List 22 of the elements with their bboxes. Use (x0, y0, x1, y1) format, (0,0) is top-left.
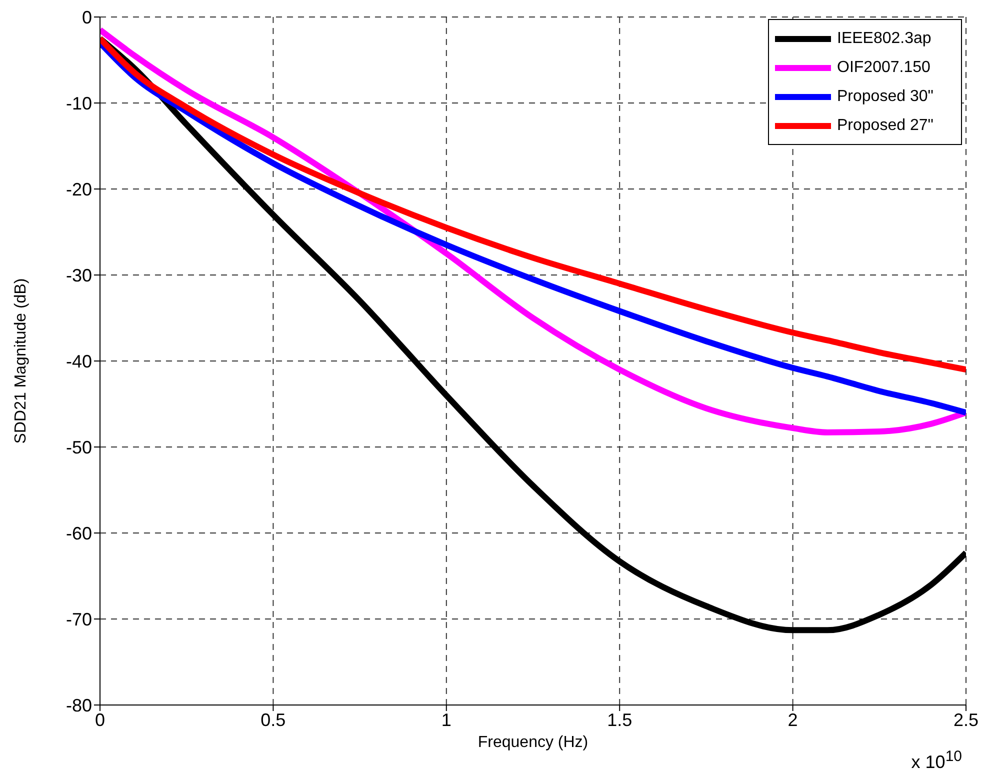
x-tick-label: 1 (441, 710, 452, 730)
x-tick-label: 1.5 (607, 710, 632, 730)
y-tick-label: -30 (66, 265, 92, 286)
legend-label: Proposed 27" (837, 116, 934, 134)
y-tick-label: 0 (82, 7, 92, 28)
legend-label: Proposed 30" (837, 88, 934, 106)
legend-label: OIF2007.150 (837, 58, 930, 76)
x-tick-label: 2 (788, 710, 798, 730)
x-tick-label: 0.5 (260, 710, 286, 730)
x-tick-label: 2.5 (953, 710, 979, 730)
legend-label: IEEE802.3ap (837, 30, 932, 48)
y-tick-label: -10 (66, 93, 92, 114)
x-tick-label: 0 (94, 710, 106, 730)
text: x 10$^{10}$ (911, 748, 962, 773)
y-tick-label: -80 (66, 695, 92, 716)
y-tick-label: -60 (66, 523, 92, 544)
y-tick-label: -70 (66, 609, 92, 630)
y-tick-label: -50 (66, 437, 92, 458)
x-axis-title: Frequency (Hz) (478, 734, 588, 751)
y-tick-label: -40 (66, 351, 92, 372)
y-axis-title: SDD21 Magnitude (dB) (12, 278, 30, 444)
y-tick-label: -20 (66, 179, 92, 200)
